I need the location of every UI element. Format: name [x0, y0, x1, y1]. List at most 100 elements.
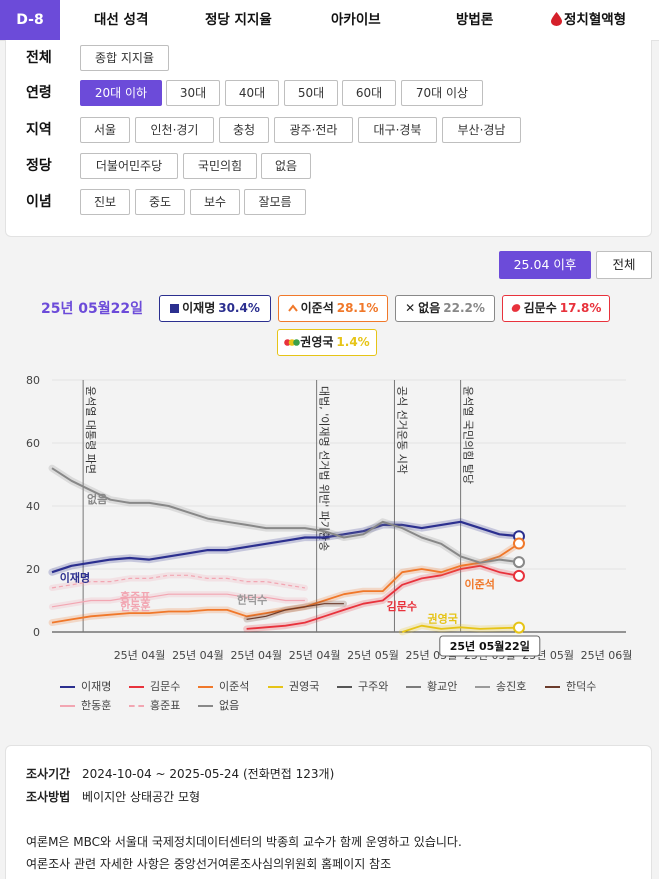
- legend-item-song-jinho[interactable]: 송진호: [475, 678, 526, 694]
- x-tick-label: 25년 05월: [347, 649, 399, 660]
- x-icon: ✕: [405, 301, 416, 315]
- chip-total-support[interactable]: 종합 지지율: [80, 45, 169, 71]
- x-tick-label: 25년 04월: [230, 649, 282, 660]
- legend-item-kwon-youngkuk[interactable]: 권영국: [268, 678, 319, 694]
- legend-item-hong-joonpyo[interactable]: 홍준표: [129, 697, 180, 713]
- legend-item-hwang-kyoahn[interactable]: 황교안: [406, 678, 457, 694]
- filter-label-ideology: 이념: [26, 194, 52, 210]
- chip-region-busan-gyeongnam[interactable]: 부산·경남: [442, 117, 521, 143]
- legend-label: 없음: [219, 699, 240, 712]
- chip-age-70s[interactable]: 70대 이상: [401, 80, 483, 106]
- legend-label: 이재명: [81, 680, 112, 693]
- y-tick-label: 60: [26, 437, 40, 450]
- tab-political-bloodtype-label: 정치혈액형: [564, 12, 627, 28]
- chip-age-30s[interactable]: 30대: [166, 80, 220, 106]
- range-recent-button[interactable]: 25.04 이후: [499, 251, 591, 279]
- badge-value: 22.2%: [443, 301, 485, 315]
- badge-kim-moonsoo[interactable]: 김문수 17.8%: [502, 295, 610, 322]
- range-all-button[interactable]: 전체: [596, 251, 652, 279]
- series-end-marker: [512, 556, 525, 569]
- filter-label-region: 지역: [26, 122, 52, 138]
- legend-swatch: [406, 686, 421, 688]
- y-tick-label: 20: [26, 563, 40, 576]
- badge-lee-jaemyung[interactable]: 이재명 30.4%: [159, 295, 271, 322]
- chip-region-seoul[interactable]: 서울: [80, 117, 130, 143]
- chip-ideology-progressive[interactable]: 진보: [80, 189, 130, 215]
- y-tick-label: 40: [26, 500, 40, 513]
- legend-label: 한동훈: [81, 699, 112, 712]
- series-line: [401, 624, 520, 633]
- event-label: 윤석열 대통령 파면: [84, 386, 97, 474]
- chip-region-incheon-gyeonggi[interactable]: 인천·경기: [135, 117, 214, 143]
- tab-election-nature[interactable]: 대선 성격: [94, 12, 149, 28]
- y-tick-label: 0: [33, 626, 40, 639]
- tab-party-support[interactable]: 정당 지지율: [205, 12, 272, 28]
- tooltip-label: 25년 05월22일: [450, 639, 530, 653]
- top-nav: D-8 대선 성격 정당 지지율 아카이브 방법론 정치혈액형: [0, 0, 659, 41]
- badge-kwon-youngkuk[interactable]: 권영국 1.4%: [277, 329, 377, 356]
- legend-label: 홍준표: [150, 699, 181, 712]
- legend-swatch: [198, 686, 213, 688]
- series-end-marker: [512, 537, 525, 550]
- chip-party-none[interactable]: 없음: [261, 153, 311, 179]
- party-dots-icon: [284, 339, 301, 346]
- badge-none[interactable]: ✕ 없음 22.2%: [395, 295, 495, 322]
- legend-label: 김문수: [150, 680, 181, 693]
- legend-swatch: [268, 686, 283, 688]
- legend-swatch: [60, 705, 75, 707]
- chip-age-60s[interactable]: 60대: [342, 80, 396, 106]
- legend-item-gu-juwa[interactable]: 구주와: [337, 678, 388, 694]
- legend-item-lee-junseok[interactable]: 이준석: [198, 678, 249, 694]
- legend-item-lee-jaemyung[interactable]: 이재명: [60, 678, 111, 694]
- series-label: 권영국: [428, 613, 458, 626]
- reference-note: 여론조사 관련 자세한 사항은 중앙선거여론조사심의위원회 홈페이지 참조: [26, 857, 392, 871]
- series-label: 홍준표: [120, 590, 150, 604]
- chip-ideology-conservative[interactable]: 보수: [190, 189, 240, 215]
- selected-date: 25년 05월22일: [41, 301, 143, 317]
- chip-region-daegu-gyeongbuk[interactable]: 대구·경북: [358, 117, 437, 143]
- chip-region-chungcheong[interactable]: 충청: [219, 117, 269, 143]
- chip-region-gwangju-jeolla[interactable]: 광주·전라: [274, 117, 353, 143]
- chip-ideology-unknown[interactable]: 잘모름: [244, 189, 306, 215]
- chip-ideology-moderate[interactable]: 중도: [135, 189, 185, 215]
- operator-note: 여론M은 MBC와 서울대 국제정치데이터센터의 박종희 교수가 함께 운영하고…: [26, 835, 462, 849]
- tooltip-box: [439, 635, 541, 657]
- legend-item-han-donghoon[interactable]: 한동훈: [60, 697, 111, 713]
- legend-item-kim-moonsoo[interactable]: 김문수: [129, 678, 180, 694]
- square-icon: [170, 304, 180, 313]
- series-label: 이재명: [60, 571, 90, 585]
- series-label: 한덕수: [237, 593, 267, 607]
- chip-party-democratic[interactable]: 더불어민주당: [80, 153, 178, 179]
- event-label: 공식 선거운동 시작: [395, 386, 408, 474]
- legend-label: 송진호: [496, 680, 527, 693]
- event-label: 대법, '이재명 선거법 위반' 파기환송: [318, 386, 331, 551]
- filter-label-total: 전체: [26, 50, 52, 66]
- chip-party-ppp[interactable]: 국민의힘: [183, 153, 257, 179]
- chevron-up-icon: [287, 304, 298, 312]
- party-leaf-icon: [511, 304, 520, 312]
- tab-methodology[interactable]: 방법론: [456, 12, 494, 28]
- survey-method-value: 베이지안 상태공간 모형: [82, 790, 201, 804]
- series-band: [243, 562, 523, 633]
- event-label: 윤석열 국민의힘 탈당: [462, 386, 475, 484]
- series-label: 없음: [87, 493, 107, 506]
- tab-political-bloodtype[interactable]: 정치혈액형: [551, 0, 626, 40]
- badge-value: 28.1%: [336, 301, 379, 315]
- badge-value: 1.4%: [336, 335, 370, 349]
- survey-period-value: 2024-10-04 ~ 2025-05-24 (전화면접 123개): [82, 767, 335, 781]
- legend-item-han-ducksoo[interactable]: 한덕수: [545, 678, 596, 694]
- legend-label: 황교안: [427, 680, 458, 693]
- y-tick-label: 80: [26, 374, 40, 387]
- legend-item-none[interactable]: 없음: [198, 697, 239, 713]
- legend-swatch: [337, 686, 352, 688]
- tab-archive[interactable]: 아카이브: [331, 12, 381, 28]
- legend-swatch: [129, 705, 144, 707]
- chip-age-20s[interactable]: 20대 이하: [80, 80, 162, 106]
- chip-age-50s[interactable]: 50대: [284, 80, 338, 106]
- series-line: [246, 564, 520, 630]
- filter-panel: 전체 종합 지지율 연령 20대 이하 30대 40대 50대 60대 70대 …: [5, 40, 652, 237]
- chip-age-40s[interactable]: 40대: [225, 80, 279, 106]
- series-end-marker: [512, 569, 525, 582]
- series-line: [51, 467, 520, 564]
- badge-lee-junseok[interactable]: 이준석 28.1%: [278, 295, 388, 322]
